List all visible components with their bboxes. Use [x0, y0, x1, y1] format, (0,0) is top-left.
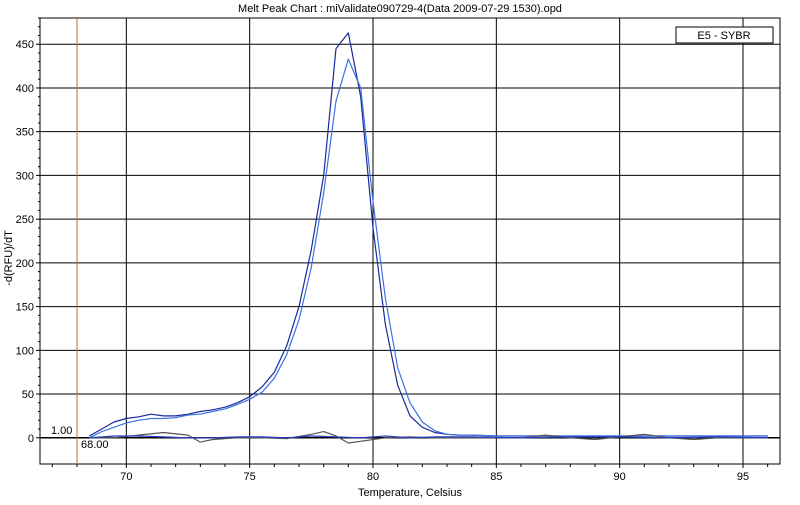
y-tick-label: 400 [16, 83, 34, 95]
y-axis-label: -d(RFU)/dT [3, 230, 15, 286]
axis-ticks: 70 75 80 85 90 95 0 50 100 150 200 250 300 350 400 450 [16, 17, 769, 483]
x-axis-label: Temperature, Celsius [358, 487, 462, 499]
cursor-y-readout: 1.00 [51, 425, 72, 437]
x-tick-label: 70 [120, 471, 132, 483]
series-line-4 [89, 435, 768, 439]
series-line-2 [89, 58, 768, 439]
x-tick-label: 80 [367, 471, 379, 483]
y-tick-label: 250 [16, 214, 34, 226]
temperature-cursor[interactable]: 1.00 68.00 [51, 18, 109, 464]
legend-entry-e5-sybr: E5 - SYBR [697, 30, 750, 42]
x-tick-label: 85 [490, 471, 502, 483]
x-tick-label: 90 [614, 471, 626, 483]
chart-title: Melt Peak Chart : miValidate090729-4(Dat… [238, 3, 562, 15]
series-line-3 [89, 431, 768, 444]
chart-legend: E5 - SYBR [675, 26, 774, 44]
y-tick-label: 150 [16, 302, 34, 314]
legend-box [675, 26, 774, 44]
x-tick-label: 75 [244, 471, 256, 483]
plot-area-frame [39, 17, 781, 465]
y-tick-label: 300 [16, 170, 34, 182]
x-tick-label: 95 [737, 471, 749, 483]
y-tick-label: 50 [22, 389, 34, 401]
y-tick-label: 350 [16, 127, 34, 139]
y-tick-label: 450 [16, 39, 34, 51]
y-tick-label: 0 [28, 433, 34, 445]
series-lines [89, 32, 768, 444]
cursor-x-readout: 68.00 [81, 439, 109, 451]
grid-lines [40, 18, 780, 464]
y-tick-label: 100 [16, 345, 34, 357]
y-tick-label: 200 [16, 258, 34, 270]
